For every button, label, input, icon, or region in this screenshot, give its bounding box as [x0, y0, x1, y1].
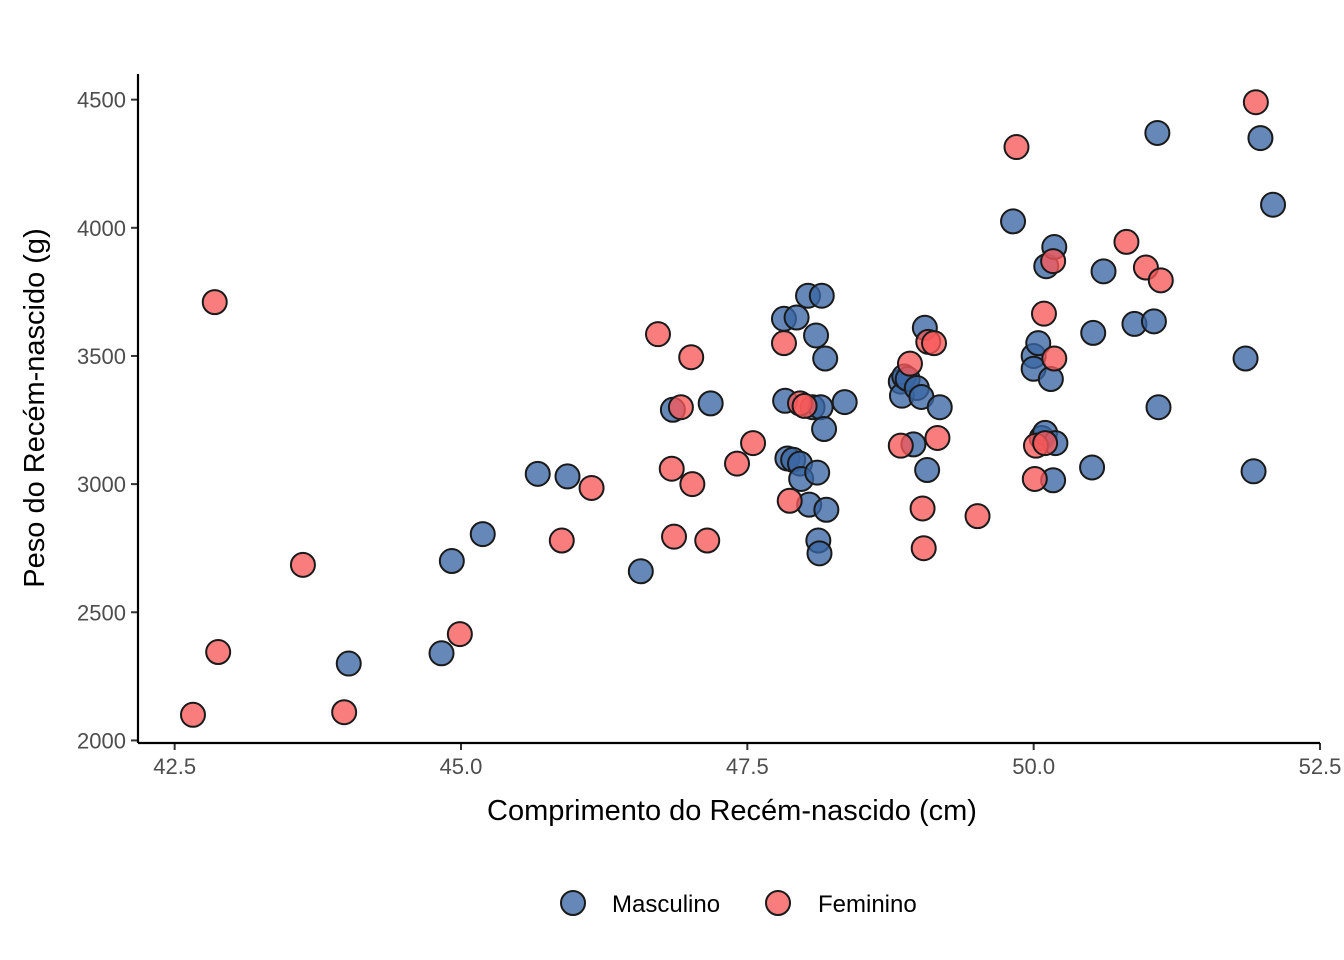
data-point-feminino — [909, 495, 936, 522]
x-axis-ticks: 42.5 45.0 47.5 50.0 52.5 — [153, 743, 1341, 779]
data-point-feminino — [1003, 134, 1030, 161]
data-point-masculino — [808, 282, 835, 309]
data-point-masculino — [627, 558, 654, 585]
data-point-feminino — [331, 699, 358, 726]
data-point-masculino — [1140, 308, 1167, 335]
data-point-masculino — [783, 304, 810, 331]
data-point-feminino — [1147, 267, 1174, 294]
data-point-masculino — [1079, 454, 1106, 481]
data-point-feminino — [1041, 345, 1068, 372]
data-point-masculino — [1232, 345, 1259, 372]
data-point-feminino — [1040, 248, 1067, 275]
legend-key-feminino — [765, 890, 791, 916]
data-point-masculino — [813, 496, 840, 523]
data-point-feminino — [776, 487, 803, 514]
data-point-masculino — [812, 345, 839, 372]
data-point-feminino — [205, 639, 232, 666]
legend-label-masculino: Masculino — [612, 891, 720, 918]
data-point-feminino — [964, 503, 991, 530]
data-point-feminino — [667, 394, 694, 421]
data-point-feminino — [694, 527, 721, 554]
data-point-masculino — [1247, 125, 1274, 152]
data-point-feminino — [724, 450, 751, 477]
data-point-masculino — [1144, 119, 1171, 146]
y-tick-label: 2500 — [77, 600, 126, 625]
data-point-feminino — [887, 432, 914, 459]
x-tick-label: 45.0 — [440, 754, 483, 779]
data-point-feminino — [1021, 465, 1048, 492]
data-point-feminino — [1113, 228, 1140, 255]
data-point-masculino — [803, 322, 830, 349]
data-point-feminino — [658, 455, 685, 482]
data-point-masculino — [1080, 319, 1107, 346]
data-point-masculino — [926, 394, 953, 421]
data-point-feminino — [791, 392, 818, 419]
data-point-masculino — [524, 460, 551, 487]
y-tick-label: 2000 — [77, 728, 126, 753]
x-tick-label: 52.5 — [1299, 754, 1342, 779]
data-points — [179, 89, 1287, 728]
x-axis-title: Comprimento do Recém-nascido (cm) — [487, 795, 977, 827]
data-point-masculino — [1145, 394, 1172, 421]
y-tick-label: 3000 — [77, 472, 126, 497]
data-point-masculino — [1090, 258, 1117, 285]
legend-key-masculino — [560, 890, 586, 916]
data-point-masculino — [438, 548, 465, 575]
data-point-feminino — [678, 344, 705, 371]
data-point-masculino — [811, 416, 838, 443]
data-point-masculino — [1260, 191, 1287, 218]
data-point-masculino — [1240, 458, 1267, 485]
data-point-feminino — [578, 474, 605, 501]
data-point-feminino — [548, 527, 575, 554]
data-point-masculino — [697, 390, 724, 417]
y-tick-label: 3500 — [77, 344, 126, 369]
data-point-feminino — [679, 471, 706, 498]
data-point-feminino — [910, 535, 937, 562]
data-point-feminino — [924, 424, 951, 451]
data-point-feminino — [921, 330, 948, 357]
data-point-feminino — [740, 430, 767, 457]
data-point-feminino — [201, 289, 228, 316]
y-tick-label: 4500 — [77, 88, 126, 113]
data-point-masculino — [831, 389, 858, 416]
data-point-feminino — [289, 551, 316, 578]
data-point-feminino — [179, 701, 206, 728]
data-point-masculino — [1000, 208, 1027, 235]
x-tick-label: 42.5 — [153, 754, 196, 779]
legend: Masculino Feminino — [560, 890, 917, 918]
data-point-feminino — [661, 523, 688, 550]
y-tick-label: 4000 — [77, 216, 126, 241]
data-point-masculino — [914, 457, 941, 484]
data-point-feminino — [770, 330, 797, 357]
data-point-masculino — [428, 640, 455, 667]
data-point-feminino — [446, 621, 473, 648]
x-tick-label: 47.5 — [726, 754, 769, 779]
y-axis-title: Peso do Recém-nascido (g) — [19, 228, 51, 587]
data-point-feminino — [1030, 300, 1057, 327]
data-point-masculino — [1025, 330, 1052, 357]
data-point-masculino — [554, 463, 581, 490]
data-point-feminino — [644, 321, 671, 348]
legend-label-feminino: Feminino — [818, 891, 917, 918]
data-point-feminino — [1242, 89, 1269, 116]
data-point-masculino — [806, 540, 833, 567]
data-point-masculino — [335, 650, 362, 677]
x-tick-label: 50.0 — [1012, 754, 1055, 779]
data-point-masculino — [469, 521, 496, 548]
data-point-masculino — [804, 459, 831, 486]
data-point-feminino — [1032, 430, 1059, 457]
y-axis-ticks: 2000 2500 3000 3500 4000 4500 — [77, 88, 138, 753]
data-point-feminino — [896, 350, 923, 377]
